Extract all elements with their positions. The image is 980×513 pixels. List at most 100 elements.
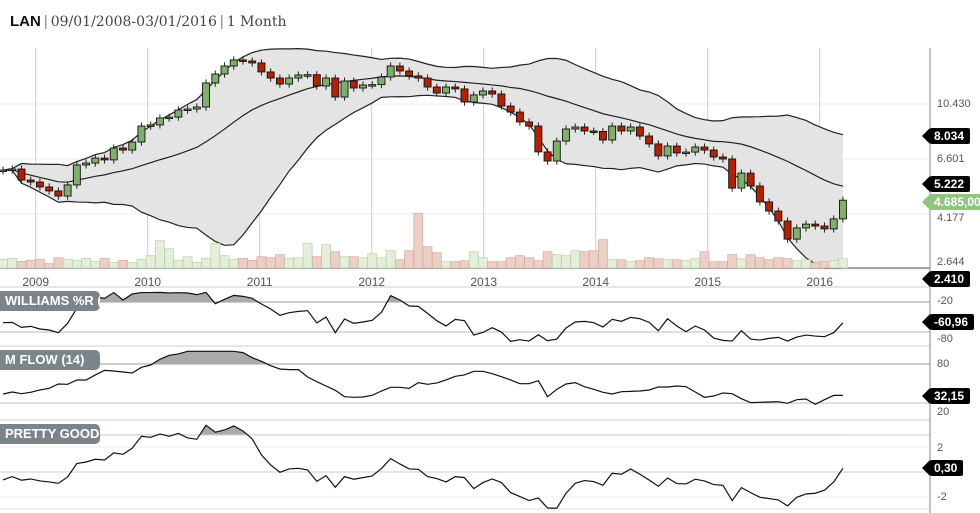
volume-bars [0,212,848,269]
candle [562,128,570,142]
candle [774,210,783,222]
volume-bar [533,260,544,269]
volume-bar [588,250,599,269]
candle [599,130,607,141]
volume-bar [367,253,378,269]
candle [414,75,423,79]
candle [515,111,524,123]
volume-bar [431,252,442,269]
candle [432,86,441,94]
candle [488,90,497,95]
candle [322,77,330,87]
bollinger-bands [2,47,844,269]
date-range: 09/01/2008-03/01/2016 [50,14,217,30]
volume-bar [478,257,488,269]
volume-bar [791,260,802,269]
pgo-value-badge: 0,30 [921,460,964,476]
volume-bar [81,257,91,269]
volume-bar [275,254,285,269]
candle [368,84,377,87]
chart-title: LAN | 09/01/2008-03/01/2016 | 1 Month [10,13,287,30]
candle [340,80,349,98]
volume-bar [191,261,202,269]
volume-bar [284,257,294,269]
volume-bar [25,259,36,269]
volume-bar [505,257,516,269]
volume-bar [838,258,848,269]
candle [820,225,829,230]
candle [765,201,774,212]
candle [294,74,303,79]
x-tick-label: 2016 [806,275,833,289]
candle [700,146,709,151]
candle [525,121,534,127]
volume-bar [561,255,571,269]
x-tick-label: 2015 [694,275,721,289]
volume-bar [16,260,27,269]
candle [479,90,487,96]
volume-bar [145,255,156,269]
price-tick: 4.177 [937,212,965,224]
indicator-line [2,291,844,342]
volume-bar [44,263,55,269]
candle [783,220,792,240]
indicator-line [2,350,843,406]
candle [109,147,118,161]
volume-bar [201,257,211,269]
candle [275,77,284,85]
volume-bar [441,261,451,269]
candle [534,125,543,153]
candle [192,106,201,110]
volume-bar [727,254,738,269]
candle [728,158,737,189]
volume-bar [330,251,341,269]
volume-bar [256,256,267,269]
volume-bar [385,250,396,269]
candle [359,84,367,89]
candle [248,60,257,64]
candle [0,169,7,172]
money-flow-label[interactable]: M FLOW (14) [0,350,100,370]
candle [128,141,137,151]
volume-bar [265,257,276,269]
candle [746,172,755,187]
candle [220,65,229,75]
candle [682,151,690,155]
candle [460,88,469,103]
volume-bar [459,260,470,269]
candle [266,71,275,79]
candle [183,108,192,111]
candle [718,156,727,160]
candle [82,162,91,166]
candle [331,77,340,98]
price-tick: 2.644 [937,256,965,268]
volume-bar [819,261,830,269]
volume-bar [690,258,701,269]
lower-band [2,94,843,269]
williams-r-label[interactable]: WILLIAMS %R (14) [0,291,100,311]
band-fill [3,48,843,268]
middle-band-badge: 5.222 [921,176,971,192]
interval: 1 Month [226,14,287,30]
volume-bar [127,261,138,269]
candle [691,146,700,153]
volume-bar [164,248,174,269]
volume-bar [570,250,581,269]
volume-bar [228,258,239,269]
volume-bar [376,257,387,269]
volume-bar [653,258,664,269]
candle [663,145,672,157]
candle [580,126,589,132]
candle [737,172,746,189]
candle [672,145,681,154]
pretty-good-oscillator-label[interactable]: PRETTY GOOD (14) [0,424,100,444]
candle [146,124,155,127]
volume-bar [348,256,359,269]
candle [451,86,460,90]
volume-bar [662,259,673,269]
candle [137,125,146,143]
candle [571,126,580,130]
price-tick: 10.430 [937,98,971,110]
candles [0,56,847,243]
